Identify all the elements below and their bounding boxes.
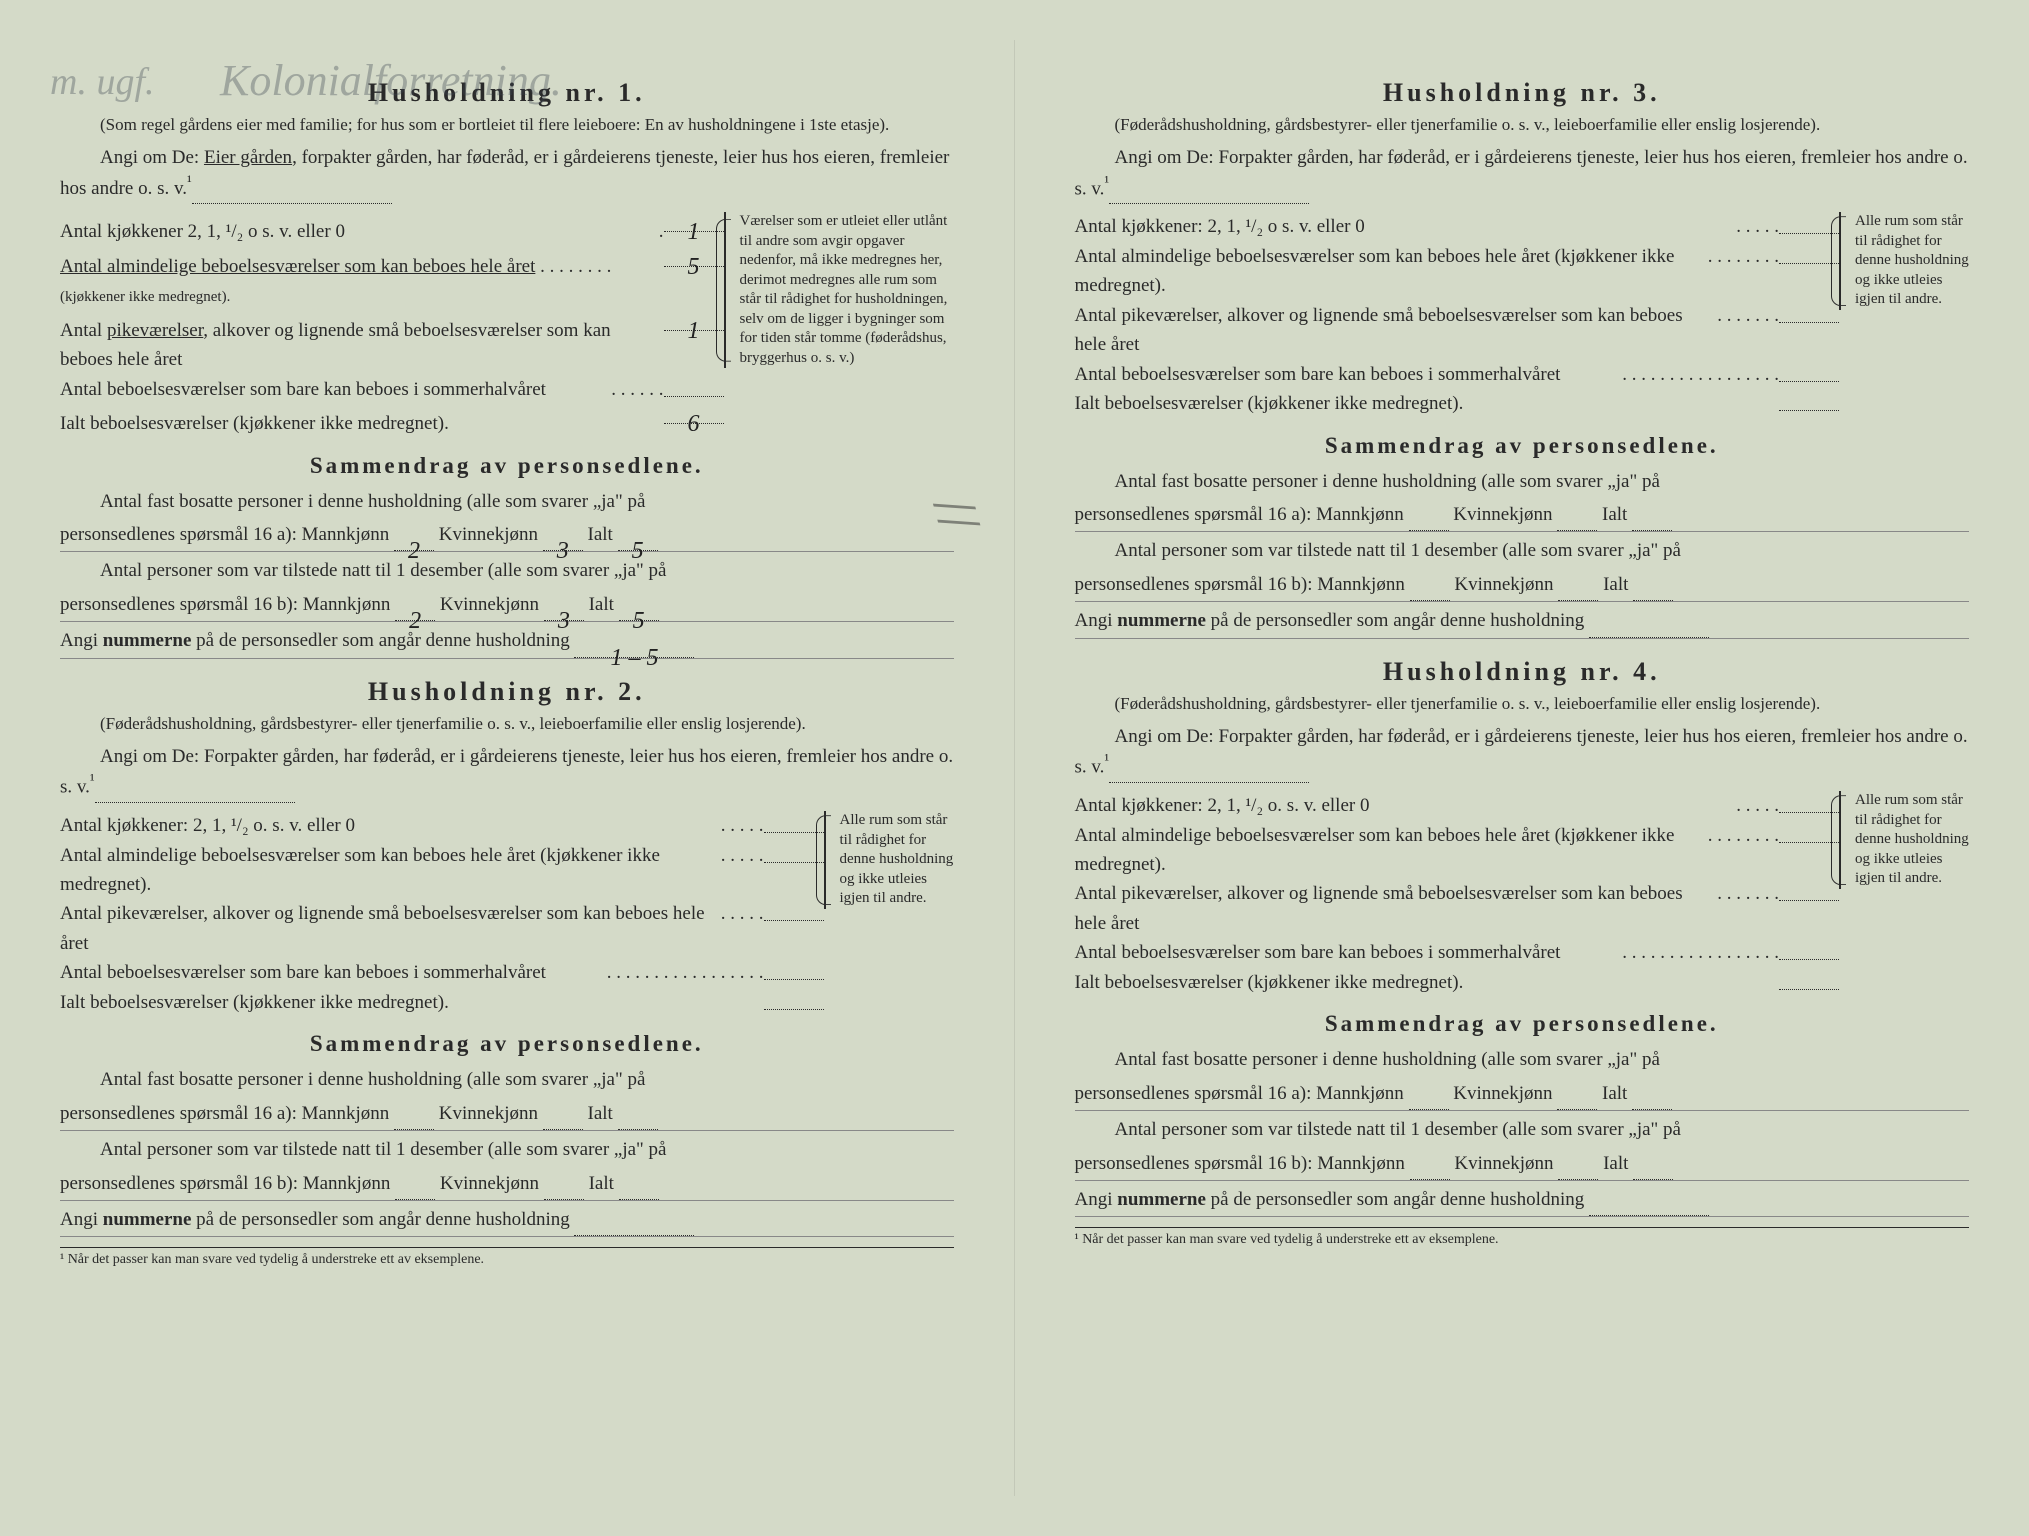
h4-subtitle: (Føderådshusholdning, gårdsbestyrer- ell… [1075, 693, 1970, 716]
h3-sammendrag-title: Sammendrag av personsedlene. [1075, 433, 1970, 459]
h4-fields-col: Antal kjøkkener: 2, 1, ¹/₂ o. s. v. elle… [1075, 791, 1840, 997]
h3-maids: Antal pikeværelser, alkover og lignende … [1075, 301, 1840, 360]
h1-sammendrag-title: Sammendrag av personsedlene. [60, 453, 954, 479]
h4-tilstede-1: Antal personer som var tilstede natt til… [1075, 1115, 1970, 1144]
h2-fast-1: Antal fast bosatte personer i denne hush… [60, 1065, 954, 1094]
h3-rooms: Antal almindelige beboelsesværelser som … [1075, 242, 1840, 301]
page-right: Husholdning nr. 3. (Føderådshusholdning,… [1015, 40, 2029, 1496]
h1-intro-blank [192, 186, 392, 204]
h3-fast-1: Antal fast bosatte personer i denne hush… [1075, 467, 1970, 496]
h1-sidenote: Værelser som er utleiet eller utlånt til… [724, 212, 954, 368]
h3-summer: Antal beboelsesværelser som bare kan beb… [1075, 360, 1840, 389]
h4-total: Ialt beboelsesværelser (kjøkkener ikke m… [1075, 968, 1840, 997]
h2-tilstede-2: personsedlenes spørsmål 16 b): Mannkjønn… [60, 1169, 954, 1201]
h2-maids: Antal pikeværelser, alkover og lignende … [60, 899, 824, 958]
h1-tilstede-2: personsedlenes spørsmål 16 b): Mannkjønn… [60, 590, 954, 622]
h2-angi: Angi nummerne på de personsedler som ang… [60, 1205, 954, 1237]
h1-total: Ialt beboelsesværelser (kjøkkener ikke m… [60, 404, 724, 438]
h1-fields-col: Antal kjøkkener 2, 1, ¹/₂ o s. v. eller … [60, 212, 724, 438]
h3-subtitle: (Føderådshusholdning, gårdsbestyrer- ell… [1075, 114, 1970, 137]
h3-tilstede-1: Antal personer som var tilstede natt til… [1075, 536, 1970, 565]
h4-maids: Antal pikeværelser, alkover og lignende … [1075, 879, 1840, 938]
h4-fields-row: Antal kjøkkener: 2, 1, ¹/₂ o. s. v. elle… [1075, 791, 1970, 997]
h1-kitchens: Antal kjøkkener 2, 1, ¹/₂ o s. v. eller … [60, 212, 724, 246]
h3-fields-col: Antal kjøkkener: 2, 1, ¹/₂ o s. v. eller… [1075, 212, 1840, 418]
household-4: Husholdning nr. 4. (Føderådshusholdning,… [1075, 657, 1970, 1218]
h3-title: Husholdning nr. 3. [1075, 78, 1970, 108]
h1-fast-1: Antal fast bosatte personer i denne hush… [60, 487, 954, 516]
h3-fields-row: Antal kjøkkener: 2, 1, ¹/₂ o s. v. eller… [1075, 212, 1970, 418]
h2-fast-2: personsedlenes spørsmål 16 a): Mannkjønn… [60, 1099, 954, 1131]
h1-intro-pre: Angi om De: [100, 147, 204, 168]
h4-summer: Antal beboelsesværelser som bare kan beb… [1075, 938, 1840, 967]
household-3: Husholdning nr. 3. (Føderådshusholdning,… [1075, 78, 1970, 639]
h1-summer: Antal beboelsesværelser som bare kan beb… [60, 375, 724, 404]
h2-fields-col: Antal kjøkkener: 2, 1, ¹/₂ o. s. v. elle… [60, 811, 824, 1017]
h3-fast-2: personsedlenes spørsmål 16 a): Mannkjønn… [1075, 500, 1970, 532]
h3-sidenote: Alle rum som står til rådighet for denne… [1839, 212, 1969, 310]
household-2: Husholdning nr. 2. (Føderådshusholdning,… [60, 677, 954, 1238]
household-1: Husholdning nr. 1. (Som regel gårdens ei… [60, 78, 954, 659]
h2-tilstede-1: Antal personer som var tilstede natt til… [60, 1135, 954, 1164]
h2-kitchens: Antal kjøkkener: 2, 1, ¹/₂ o. s. v. elle… [60, 811, 824, 840]
h2-rooms: Antal almindelige beboelsesværelser som … [60, 841, 824, 900]
h2-intro: Angi om De: Forpakter gården, har føderå… [60, 744, 954, 802]
page-left: m. ugf. Kolonialforretning. Husholdning … [0, 40, 1015, 1496]
h3-kitchens: Antal kjøkkener: 2, 1, ¹/₂ o s. v. eller… [1075, 212, 1840, 241]
h1-fast-2: personsedlenes spørsmål 16 a): Mannkjønn… [60, 520, 954, 552]
h2-title: Husholdning nr. 2. [60, 677, 954, 707]
h1-tilstede-1: Antal personer som var tilstede natt til… [60, 556, 954, 585]
h4-sidenote: Alle rum som står til rådighet for denne… [1839, 791, 1969, 889]
handwriting-title: Kolonialforretning. [220, 55, 562, 106]
h3-angi: Angi nummerne på de personsedler som ang… [1075, 606, 1970, 638]
h4-tilstede-2: personsedlenes spørsmål 16 b): Mannkjønn… [1075, 1149, 1970, 1181]
footnote-left: ¹ Når det passer kan man svare ved tydel… [60, 1247, 954, 1268]
h2-fields-row: Antal kjøkkener: 2, 1, ¹/₂ o. s. v. elle… [60, 811, 954, 1017]
handwriting-prefix: m. ugf. [50, 60, 155, 104]
h1-maids: Antal pikeværelser, alkover og lignende … [60, 311, 724, 375]
h2-sidenote: Alle rum som står til rådighet for denne… [824, 811, 954, 909]
h1-rooms: Antal almindelige beboelsesværelser som … [60, 247, 724, 311]
h1-fields-row: Antal kjøkkener 2, 1, ¹/₂ o s. v. eller … [60, 212, 954, 438]
h3-total: Ialt beboelsesværelser (kjøkkener ikke m… [1075, 389, 1840, 418]
h1-subtitle: (Som regel gårdens eier med familie; for… [60, 114, 954, 137]
h3-intro: Angi om De: Forpakter gården, har føderå… [1075, 145, 1970, 203]
h4-title: Husholdning nr. 4. [1075, 657, 1970, 687]
h2-subtitle: (Føderådshusholdning, gårdsbestyrer- ell… [60, 713, 954, 736]
h2-summer: Antal beboelsesværelser som bare kan beb… [60, 958, 824, 987]
h4-fast-2: personsedlenes spørsmål 16 a): Mannkjønn… [1075, 1079, 1970, 1111]
h4-fast-1: Antal fast bosatte personer i denne hush… [1075, 1045, 1970, 1074]
footnote-right: ¹ Når det passer kan man svare ved tydel… [1075, 1227, 1970, 1248]
h4-angi: Angi nummerne på de personsedler som ang… [1075, 1185, 1970, 1217]
h4-intro: Angi om De: Forpakter gården, har føderå… [1075, 724, 1970, 782]
h1-intro-underlined: Eier gården [204, 147, 292, 168]
h3-tilstede-2: personsedlenes spørsmål 16 b): Mannkjønn… [1075, 570, 1970, 602]
h4-sammendrag-title: Sammendrag av personsedlene. [1075, 1011, 1970, 1037]
h1-angi: Angi nummerne på de personsedler som ang… [60, 626, 954, 658]
h1-intro: Angi om De: Eier gården, forpakter gårde… [60, 145, 954, 203]
h4-rooms: Antal almindelige beboelsesværelser som … [1075, 821, 1840, 880]
h2-sammendrag-title: Sammendrag av personsedlene. [60, 1031, 954, 1057]
h2-total: Ialt beboelsesværelser (kjøkkener ikke m… [60, 988, 824, 1017]
h4-kitchens: Antal kjøkkener: 2, 1, ¹/₂ o. s. v. elle… [1075, 791, 1840, 820]
